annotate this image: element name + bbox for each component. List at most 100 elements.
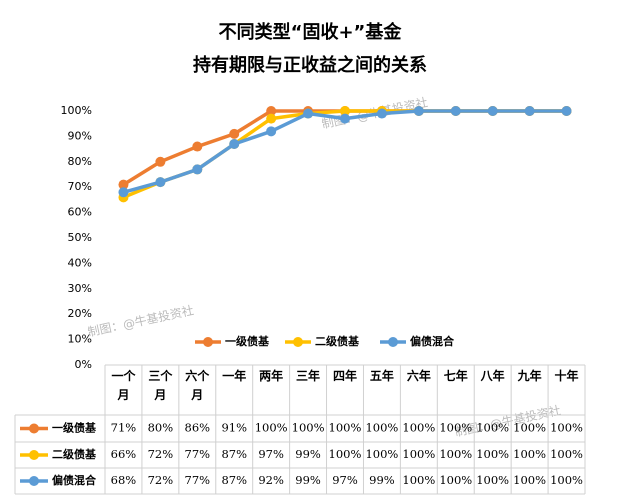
category-cell: 七年 (443, 369, 468, 383)
x-tick-label: 四年 (332, 369, 357, 383)
table-value: 100% (476, 421, 509, 435)
table-legend-marker (29, 450, 39, 460)
x-tick-label: 三个月 (148, 369, 173, 402)
table-value: 77% (185, 447, 211, 461)
y-tick-label: 80% (68, 155, 92, 168)
table-value: 97% (332, 473, 358, 487)
table-value: 99% (295, 447, 321, 461)
marker (340, 113, 350, 124)
category-cell: 六年 (406, 369, 431, 383)
table-series-name: 偏债混合 (52, 473, 97, 487)
legend-marker (203, 337, 213, 347)
legend-marker (293, 337, 303, 347)
category-cell: 一个月 (111, 369, 136, 402)
x-tick-label: 两年 (259, 369, 284, 383)
marker (376, 108, 387, 119)
table-value: 100% (513, 447, 546, 461)
table-legend-marker (29, 476, 39, 486)
table-value: 100% (402, 473, 435, 487)
table-legend-marker (29, 423, 39, 434)
marker (118, 179, 129, 190)
category-cell: 两年 (259, 369, 284, 383)
category-cell: 三个月 (148, 369, 173, 402)
table-value: 100% (402, 447, 435, 461)
table-value: 100% (292, 421, 325, 435)
legend-label: 偏债混合 (410, 334, 455, 348)
table-value: 87% (221, 447, 247, 461)
y-tick-label: 90% (68, 129, 92, 142)
y-tick-label: 50% (68, 231, 92, 244)
table-series-name: 一级债基 (52, 421, 97, 435)
marker (266, 126, 277, 137)
y-tick-label: 70% (68, 180, 92, 193)
x-tick-label: 六个月 (185, 369, 210, 402)
table-value: 72% (148, 447, 174, 461)
table-value: 100% (513, 421, 546, 435)
marker (340, 106, 350, 116)
category-cell: 五年 (369, 369, 394, 383)
y-tick-label: 30% (68, 282, 92, 295)
category-cell: 十年 (554, 369, 579, 383)
marker (266, 113, 277, 124)
marker (303, 108, 314, 119)
y-tick-label: 10% (68, 333, 92, 346)
table-value: 100% (439, 473, 472, 487)
marker (155, 177, 166, 188)
table-value: 100% (365, 421, 398, 435)
table-value: 77% (185, 473, 211, 487)
marker (118, 187, 129, 198)
marker (229, 139, 240, 150)
legend-label: 一级债基 (225, 334, 270, 348)
x-tick-label: 三年 (296, 369, 321, 383)
table-value: 100% (402, 421, 435, 435)
x-tick-label: 五年 (369, 369, 394, 383)
marker (413, 106, 424, 116)
chart-title: 不同类型“固收+”基金 (219, 21, 403, 43)
x-tick-label: 六年 (406, 369, 431, 383)
legend-label: 二级债基 (315, 334, 360, 348)
y-tick-label: 100% (61, 104, 92, 117)
y-tick-label: 0% (75, 358, 92, 371)
x-tick-label: 九年 (517, 369, 542, 383)
table-value: 86% (185, 421, 211, 435)
marker (524, 106, 535, 116)
chart-subtitle: 持有期限与正收益之间的关系 (193, 54, 427, 76)
table-value: 87% (221, 473, 247, 487)
legend-marker (388, 337, 398, 347)
table-value: 100% (439, 421, 472, 435)
x-tick-label: 八年 (480, 369, 505, 383)
x-tick-label: 七年 (443, 369, 468, 383)
marker (450, 106, 461, 116)
x-tick-label: 十年 (554, 369, 579, 383)
table-value: 100% (439, 447, 472, 461)
marker (155, 156, 166, 167)
table-value: 92% (258, 473, 284, 487)
x-tick-label: 一个月 (111, 369, 136, 402)
category-cell: 八年 (480, 369, 505, 383)
marker (266, 106, 277, 116)
y-tick-label: 20% (68, 307, 92, 320)
watermark: 制图：@牛基投资社 (86, 302, 195, 339)
table-value: 71% (111, 421, 137, 435)
table-value: 66% (111, 447, 137, 461)
table-value: 80% (148, 421, 174, 435)
category-cell: 四年 (332, 369, 357, 383)
table-value: 72% (148, 473, 174, 487)
table-value: 100% (513, 473, 546, 487)
marker (487, 106, 498, 116)
table-value: 91% (221, 421, 247, 435)
table-value: 100% (476, 447, 509, 461)
table-value: 100% (550, 447, 583, 461)
table-value: 100% (329, 447, 362, 461)
table-value: 100% (550, 473, 583, 487)
table-value: 100% (365, 447, 398, 461)
table-value: 99% (295, 473, 321, 487)
x-tick-label: 一年 (222, 369, 247, 383)
table-value: 97% (258, 447, 284, 461)
table-series-name: 二级债基 (52, 447, 97, 461)
category-cell: 九年 (517, 369, 542, 383)
marker (192, 164, 203, 175)
table-value: 100% (255, 421, 288, 435)
category-cell: 三年 (296, 369, 321, 383)
